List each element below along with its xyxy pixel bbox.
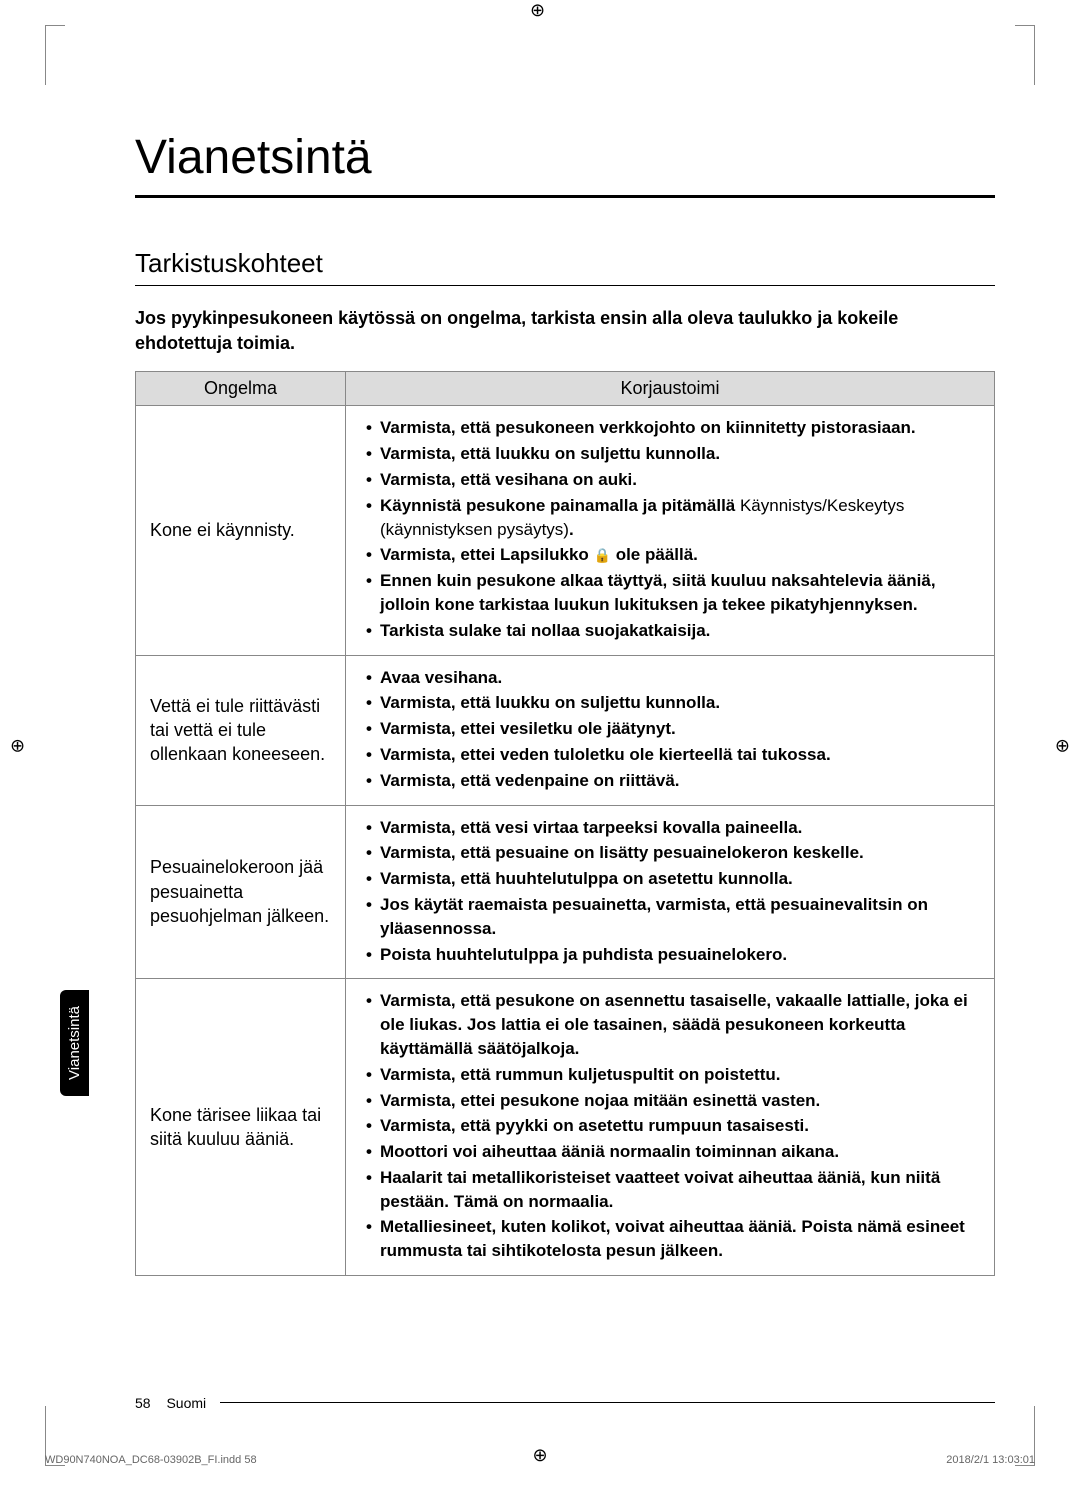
problem-cell: Vettä ei tule riittävästi tai vettä ei t… [136,655,346,805]
page-footer: 58 Suomi [135,1395,206,1411]
fix-text-prefix: Käynnistä pesukone painamalla ja pitämäl… [380,496,740,515]
fix-text: Avaa vesihana. [380,668,502,687]
fix-item: Varmista, ettei Lapsilukko 🔒 ole päällä. [360,543,980,567]
fix-text: Varmista, ettei vesiletku ole jäätynyt. [380,719,676,738]
print-date: 2018/2/1 13:03:01 [946,1454,1035,1466]
fix-item: Varmista, että pyykki on asetettu rumpuu… [360,1114,980,1138]
fix-item: Tarkista sulake tai nollaa suojakatkaisi… [360,619,980,643]
fix-item: Varmista, ettei pesukone nojaa mitään es… [360,1089,980,1113]
fix-item: Varmista, että huuhtelutulppa on asetett… [360,867,980,891]
fix-item: Varmista, ettei veden tuloletku ole kier… [360,743,980,767]
print-file-name: WD90N740NOA_DC68-03902B_FI.indd 58 [45,1454,257,1466]
page-number: 58 [135,1395,151,1411]
page-title: Vianetsintä [135,130,995,198]
table-header-problem: Ongelma [136,372,346,406]
fix-item: Metalliesineet, kuten kolikot, voivat ai… [360,1215,980,1263]
fix-cell: Avaa vesihana. Varmista, että luukku on s… [346,655,995,805]
fix-text-suffix: . [569,520,574,539]
page-language: Suomi [166,1395,206,1411]
fix-text: Varmista, että luukku on suljettu kunnol… [380,693,720,712]
fix-text: Poista huuhtelutulppa ja puhdista pesuai… [380,945,787,964]
problem-cell: Kone tärisee liikaa tai siitä kuuluu ään… [136,979,346,1276]
fix-text: Varmista, että pesuaine on lisätty pesua… [380,843,864,862]
fix-item: Jos käytät raemaista pesuainetta, varmis… [360,893,980,941]
fix-text: Varmista, että vedenpaine on riittävä. [380,771,680,790]
fix-text: Varmista, ettei veden tuloletku ole kier… [380,745,831,764]
table-row: Vettä ei tule riittävästi tai vettä ei t… [136,655,995,805]
intro-text: Jos pyykinpesukoneen käytössä on ongelma… [135,306,995,356]
fix-text: Varmista, että vesihana on auki. [380,470,637,489]
fix-item: Varmista, että vesi virtaa tarpeeksi kov… [360,816,980,840]
fix-text: Moottori voi aiheuttaa ääniä normaalin t… [380,1142,839,1161]
fix-text: Ennen kuin pesukone alkaa täyttyä, siitä… [380,571,936,614]
fix-list: Avaa vesihana. Varmista, että luukku on s… [360,666,980,793]
fix-item: Varmista, että vedenpaine on riittävä. [360,769,980,793]
table-row: Kone tärisee liikaa tai siitä kuuluu ään… [136,979,995,1276]
fix-list: Varmista, että pesukoneen verkkojohto on… [360,416,980,642]
fix-text: Varmista, ettei pesukone nojaa mitään es… [380,1091,820,1110]
troubleshoot-table: Ongelma Korjaustoimi Kone ei käynnisty.V… [135,371,995,1276]
fix-cell: Varmista, että pesukoneen verkkojohto on… [346,406,995,655]
fix-item: Varmista, että pesuaine on lisätty pesua… [360,841,980,865]
fix-text: Haalarit tai metallikoristeiset vaatteet… [380,1168,940,1211]
fix-text-suffix: ole päällä. [611,545,698,564]
fix-cell: Varmista, että vesi virtaa tarpeeksi kov… [346,805,995,979]
table-row: Kone ei käynnisty. Varmista, että pesukon… [136,406,995,655]
fix-item: Varmista, että vesihana on auki. [360,468,980,492]
fix-item: Poista huuhtelutulppa ja puhdista pesuai… [360,943,980,967]
fix-item: Haalarit tai metallikoristeiset vaatteet… [360,1166,980,1214]
fix-text: Varmista, että huuhtelutulppa on asetett… [380,869,793,888]
fix-item: Varmista, että rummun kuljetuspultit on … [360,1063,980,1087]
footer-divider [220,1402,995,1403]
crop-mark-right [1055,735,1070,756]
fix-list: Varmista, että vesi virtaa tarpeeksi kov… [360,816,980,967]
fix-item: Varmista, että pesukone on asennettu tas… [360,989,980,1060]
fix-item: Varmista, että luukku on suljettu kunnol… [360,442,980,466]
crop-mark-top [530,0,550,20]
fix-text: Jos käytät raemaista pesuainetta, varmis… [380,895,928,938]
corner-top-left [45,25,65,85]
corner-top-right [1015,25,1035,85]
table-row: Pesuainelokeroon jää pesuainetta pesuohj… [136,805,995,979]
fix-text: Varmista, että vesi virtaa tarpeeksi kov… [380,818,802,837]
crop-mark-bottom [532,1445,547,1466]
fix-item: Moottori voi aiheuttaa ääniä normaalin t… [360,1140,980,1164]
fix-text: Varmista, että pyykki on asetettu rumpuu… [380,1116,809,1135]
fix-item: Avaa vesihana. [360,666,980,690]
fix-list: Varmista, että pesukone on asennettu tas… [360,989,980,1263]
lock-icon: 🔒 [594,546,611,566]
fix-text: Varmista, että luukku on suljettu kunnol… [380,444,720,463]
fix-text: Varmista, että rummun kuljetuspultit on … [380,1065,781,1084]
fix-text: Varmista, että pesukone on asennettu tas… [380,991,968,1058]
table-header-fix: Korjaustoimi [346,372,995,406]
fix-item: Varmista, että pesukoneen verkkojohto on… [360,416,980,440]
problem-cell: Pesuainelokeroon jää pesuainetta pesuohj… [136,805,346,979]
fix-text: Metalliesineet, kuten kolikot, voivat ai… [380,1217,965,1260]
page-content: Vianetsintä Tarkistuskohteet Jos pyykinp… [135,130,995,1411]
fix-text: Varmista, että pesukoneen verkkojohto on… [380,418,916,437]
problem-cell: Kone ei käynnisty. [136,406,346,655]
fix-item: Käynnistä pesukone painamalla ja pitämäl… [360,494,980,542]
fix-item: Varmista, ettei vesiletku ole jäätynyt. [360,717,980,741]
crop-mark-left [10,735,25,756]
fix-item: Ennen kuin pesukone alkaa täyttyä, siitä… [360,569,980,617]
fix-cell: Varmista, että pesukone on asennettu tas… [346,979,995,1276]
fix-item: Varmista, että luukku on suljettu kunnol… [360,691,980,715]
fix-text: Tarkista sulake tai nollaa suojakatkaisi… [380,621,710,640]
sidebar-section-tab: Vianetsintä [60,990,89,1096]
section-title: Tarkistuskohteet [135,248,995,286]
fix-text-prefix: Varmista, ettei Lapsilukko [380,545,594,564]
